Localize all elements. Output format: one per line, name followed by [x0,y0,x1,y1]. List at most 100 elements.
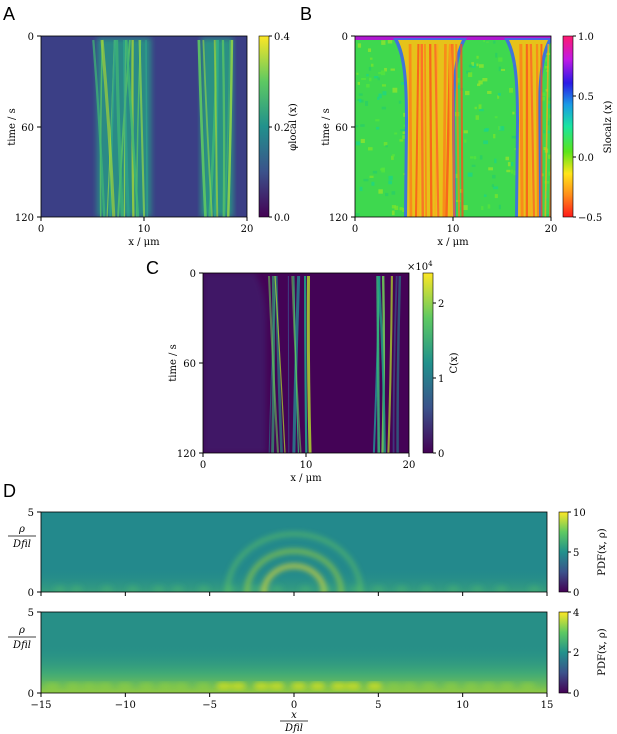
colorbar-b: 1.0 0.5 0.0 −0.5 Slocalz (x) [562,32,614,224]
b-speck-156 [400,129,406,132]
b-speck-163 [546,103,551,109]
d2-ripple-6 [157,682,174,690]
b-speck-67 [399,139,404,142]
d2-ripple-23 [480,682,497,690]
d2-xlabel-den: Dfil [284,723,303,734]
colorbar-c: 0 1 2 ×104 C(x) [407,260,460,460]
b-speck-20 [464,139,467,143]
a-ylabel: time / s [7,108,18,145]
b-speck-206 [485,38,489,42]
colorbar-d2: 4 2 0 PDF(x, ρ) [558,608,608,700]
b-speck-168 [388,175,393,180]
b-speck-81 [363,178,369,182]
c-xlabel: x / μm [290,473,322,484]
d2-ripple-24 [498,682,515,690]
b-speck-207 [468,72,473,78]
b-speck-34 [387,38,393,44]
c-xtick-10: 10 [300,460,313,471]
b-band-streak-2-2 [527,43,532,217]
a-xtick-0: 0 [38,224,44,235]
a-streak-right-2 [202,39,213,217]
b-speck-172 [383,142,388,146]
cbd1-label: PDF(x, ρ) [597,528,608,575]
a-streak-left-3 [109,39,117,217]
d1-ripple-4 [152,586,165,592]
b-speck-47 [475,115,479,120]
d2-ripple-19 [401,682,418,690]
d2-ripple-22 [463,682,480,690]
b-band-streak-1-10 [448,43,453,217]
d2-ylabel-den: Dfil [12,640,31,651]
c-streak-right-4 [387,275,393,453]
a-ytick-0: 0 [28,32,34,43]
a-streak-right-4 [213,39,219,217]
a-streak-left-12 [138,39,146,217]
b-speck-65 [483,39,486,42]
cbd2-tick-0: 0 [573,689,579,700]
d1-ripple-17 [471,586,484,592]
b-speck-30 [469,156,474,159]
b-speck-42 [371,63,374,67]
cbc-tick-2: 2 [438,299,444,310]
d1-ripple-5 [171,586,184,592]
cba-label: φlocal (x) [288,103,299,151]
b-speck-2 [391,155,394,160]
b-speck-74 [487,90,492,94]
d2-ripple-14 [309,682,326,690]
b-speck-121 [466,70,471,74]
b-band-streak-2-6 [544,43,550,217]
b-speck-71 [493,40,496,44]
b-speck-119 [506,169,511,173]
d1-ring-1 [245,549,343,592]
b-speck-219 [463,205,468,211]
b-speck-139 [488,167,493,171]
b-xtick-10: 10 [447,224,460,235]
d1-ripple-0 [53,586,66,592]
a-streak-left-0 [99,39,104,217]
b-xtick-0: 0 [352,224,358,235]
b-band-streak-1-0 [408,43,413,217]
b-speck-63 [479,108,484,112]
a-ytick-60: 60 [21,123,34,134]
c-ylabel: time / s [168,344,179,381]
b-speck-89 [478,64,484,68]
a-streak-right-0 [197,39,207,217]
b-speck-96 [546,214,550,217]
heatmap-d1-hole [272,572,316,592]
b-speck-233 [366,73,369,77]
c-xtick-20: 20 [403,460,416,471]
b-speck-158 [355,141,361,146]
d2-xtick-label-0: −15 [30,700,51,711]
b-speck-227 [356,72,359,75]
b-speck-103 [378,93,382,99]
b-speck-37 [478,104,482,110]
d2-ripple-16 [345,682,362,690]
cba-tick-0: 0.4 [274,32,290,43]
b-ytick-60: 60 [335,123,348,134]
b-speck-218 [483,140,489,145]
b-speck-196 [391,191,396,195]
cbd1-tick-0: 0 [573,588,579,599]
d1-ripple-12 [350,586,363,592]
b-speck-201 [492,174,496,179]
d1-ripple-7 [224,586,237,592]
d1-ripple-1 [70,586,83,592]
b-speck-254 [367,48,372,52]
c-streak-left-8 [291,275,302,453]
b-speck-36 [358,93,363,96]
heatmap-a [40,35,248,218]
b-speck-132 [402,135,407,139]
b-speck-159 [391,210,395,216]
b-speck-90 [403,124,406,127]
b-speck-235 [548,171,551,176]
b-speck-124 [476,83,481,87]
b-speck-107 [399,207,403,211]
b-speck-185 [498,57,503,62]
axis-c: 0 60 120 0 10 20 x / μm time / s [168,269,415,484]
b-speck-70 [541,92,546,97]
colorbar-a: 0.4 0.2 0.0 φlocal (x) [258,32,299,224]
a-streak-left-8 [122,39,130,217]
d2-ytick-0: 0 [28,689,34,700]
b-speck-145 [481,206,484,210]
d1-ylabel-den: Dfil [12,539,31,550]
